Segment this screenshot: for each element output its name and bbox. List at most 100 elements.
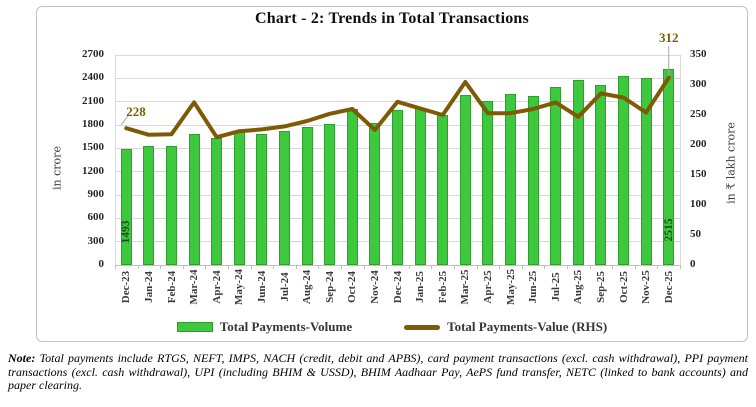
- bar-Apr-25: [482, 101, 494, 265]
- y-axis-tick-label: 2400: [82, 71, 104, 84]
- x-axis-label-Nov-25: Nov-25: [640, 270, 653, 304]
- y-axis-tick-label: 2100: [82, 94, 104, 107]
- last-bar-value-label: 2515: [662, 218, 675, 242]
- y-axis-tick-label: 900: [87, 188, 105, 200]
- y2-axis-tick-label: 50: [690, 228, 701, 240]
- x-axis-tick: [273, 265, 275, 269]
- x-axis-label-May-24: May-24: [233, 268, 246, 306]
- x-axis-tick: [499, 265, 501, 269]
- x-axis-label-Apr-25: Apr-25: [481, 270, 494, 304]
- y-axis-tick-label: 0: [98, 258, 105, 270]
- legend-volume-swatch-icon: [176, 322, 213, 332]
- x-axis-tick: [386, 265, 388, 269]
- x-axis-tick: [589, 265, 591, 269]
- x-axis-label-Jan-25: Jan-25: [414, 271, 427, 303]
- x-axis-label-Mar-24: Mar-24: [188, 269, 201, 305]
- y-axis-tick-label: 1800: [82, 118, 104, 130]
- x-axis-label-Apr-24: Apr-24: [210, 270, 223, 304]
- bar-Nov-24: [369, 122, 381, 265]
- payments-value-line: [120, 46, 671, 140]
- first-bar-value-label: 1493: [120, 220, 133, 244]
- x-axis-label-Sep-25: Sep-25: [594, 271, 607, 303]
- x-axis-label-Nov-24: Nov-24: [368, 270, 381, 304]
- bar-Aug-25: [572, 80, 584, 265]
- y-axis-tick-label: 600: [87, 211, 105, 224]
- footnote: Note: Total payments include RTGS, NEFT,…: [8, 351, 749, 393]
- x-axis-label-Jun-24: Jun-24: [255, 270, 268, 304]
- x-axis-label-Mar-25: Mar-25: [459, 269, 472, 305]
- x-axis-tick: [341, 265, 342, 269]
- x-axis-label-Jul-25: Jul-25: [549, 272, 562, 302]
- legend: Total Payments-Volume Total Payments-Val…: [36, 319, 748, 335]
- bar-Mar-24: [188, 133, 200, 265]
- y2-axis-tick-label: 0: [690, 258, 696, 270]
- bar-Dec-23: [120, 148, 132, 265]
- x-axis-label-Sep-24: Sep-24: [323, 271, 336, 303]
- bar-Jun-24: [256, 133, 268, 265]
- x-axis-label-Feb-24: Feb-24: [165, 270, 178, 304]
- x-axis-tick: [431, 265, 433, 269]
- bar-Sep-25: [595, 84, 607, 265]
- x-axis-tick: [657, 265, 659, 269]
- footnote-label: Note:: [8, 351, 36, 365]
- x-axis-label-Dec-24: Dec-24: [391, 270, 404, 304]
- x-axis-label-Aug-24: Aug-24: [301, 269, 314, 305]
- y2-axis-tick-label: 350: [690, 48, 707, 60]
- x-axis-tick: [680, 265, 681, 269]
- x-axis-tick: [115, 265, 116, 269]
- right-axis-title: in ₹ lakh crore: [724, 122, 738, 204]
- line-series: [124, 75, 671, 140]
- x-axis-label-Dec-23: Dec-23: [120, 270, 133, 304]
- legend-item-value: Total Payments-Value (RHS): [404, 319, 607, 335]
- x-axis-label-Feb-25: Feb-25: [436, 270, 449, 304]
- y2-axis-tick-label: 300: [690, 78, 707, 90]
- legend-volume-label: Total Payments-Volume: [219, 319, 353, 334]
- x-axis-label-Oct-25: Oct-25: [617, 271, 630, 303]
- bar-Sep-24: [324, 124, 336, 265]
- legend-value-swatch-icon: [404, 324, 441, 330]
- x-axis-tick: [250, 265, 252, 269]
- y2-axis-tick-label: 250: [690, 108, 707, 120]
- y2-axis-tick-label: 200: [690, 138, 707, 150]
- gridline: [115, 77, 680, 79]
- annotation-leader-228: [120, 115, 129, 126]
- x-axis-tick: [408, 265, 410, 269]
- bar-Jul-25: [550, 87, 562, 265]
- y2-axis-tick-label: 150: [690, 168, 707, 180]
- y-axis-tick-label: 1500: [82, 141, 104, 154]
- x-axis-tick: [363, 265, 365, 269]
- bar-Feb-24: [166, 146, 177, 265]
- x-axis-tick: [634, 265, 636, 269]
- x-axis-tick: [612, 265, 614, 269]
- y-axis-tick-label: 2700: [82, 48, 104, 60]
- bar-Nov-25: [640, 77, 652, 265]
- x-axis-label-Dec-25: Dec-25: [662, 270, 675, 304]
- x-axis-tick: [454, 265, 455, 269]
- x-axis-label-Jan-24: Jan-24: [142, 271, 155, 303]
- x-axis-label-Aug-25: Aug-25: [572, 269, 585, 305]
- y-axis-tick-label: 1200: [82, 164, 104, 177]
- x-axis-tick: [137, 265, 139, 269]
- x-axis-tick: [544, 265, 546, 269]
- bar-Mar-25: [459, 95, 471, 265]
- x-axis-tick: [567, 265, 568, 269]
- x-axis-tick: [205, 265, 207, 269]
- y2-axis-tick-label: 100: [690, 198, 707, 210]
- gridline: [115, 54, 680, 56]
- first-line-value-label: 228: [126, 104, 146, 119]
- chart-title: Chart - 2: Trends in Total Transactions: [255, 10, 529, 27]
- left-axis-title: in crore: [50, 146, 64, 190]
- x-axis-label-Jul-24: Jul-24: [278, 272, 291, 302]
- y-axis-tick-label: 300: [87, 234, 105, 247]
- x-axis-tick: [318, 265, 320, 269]
- bar-Jun-25: [527, 95, 539, 265]
- legend-value-label: Total Payments-Value (RHS): [447, 319, 608, 334]
- footnote-text: Total payments include RTGS, NEFT, IMPS,…: [8, 351, 749, 393]
- plot-left-edge: [115, 55, 116, 265]
- legend-item-volume: Total Payments-Volume: [176, 319, 353, 335]
- bar-Oct-25: [618, 75, 629, 265]
- x-axis-tick: [182, 265, 184, 269]
- bar-Aug-24: [301, 127, 313, 265]
- x-axis-tick: [160, 265, 162, 269]
